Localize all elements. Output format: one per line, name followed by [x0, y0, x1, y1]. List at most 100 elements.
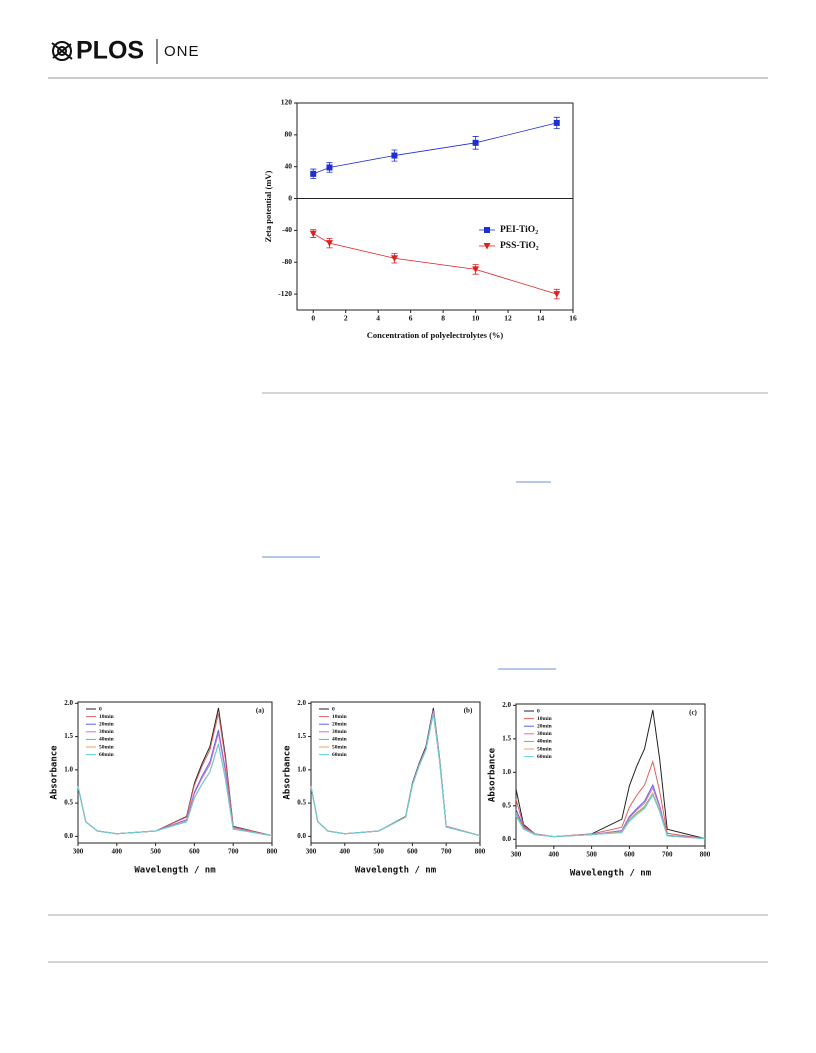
y-tick-label: 40 — [285, 161, 293, 170]
x-tick-label: 300 — [73, 848, 84, 856]
x-tick-label: 300 — [511, 851, 522, 859]
y-axis-label: Absorbance — [488, 747, 498, 802]
legend-label: 40min — [332, 737, 347, 743]
y-tick-label: 0.0 — [297, 832, 306, 840]
plot-frame — [515, 703, 706, 847]
legend-label: PEI-TiO₂ — [500, 225, 538, 235]
x-axis-label: Concentration of polyelectrolytes (%) — [367, 330, 504, 340]
legend-label: 50min — [332, 744, 347, 750]
legend-label: 40min — [99, 737, 114, 743]
legend-label: 0 — [332, 706, 335, 712]
x-tick-label: 16 — [569, 314, 577, 323]
y-tick-label: 0.0 — [64, 832, 73, 840]
x-tick-label: 12 — [504, 314, 512, 323]
x-tick-label: 2 — [344, 314, 348, 323]
x-tick-label: 800 — [475, 848, 486, 856]
series-line — [77, 743, 273, 837]
marker — [325, 240, 333, 247]
y-tick-label: 0 — [288, 193, 292, 202]
legend-label: 10min — [537, 716, 552, 722]
plot-frame — [77, 701, 273, 844]
legend-label: 30min — [537, 731, 552, 737]
marker — [309, 230, 317, 238]
x-tick-label: 300 — [306, 848, 317, 856]
marker — [391, 152, 398, 159]
legend-marker — [484, 227, 490, 233]
x-tick-label: 600 — [189, 848, 200, 856]
y-tick-label: 1.5 — [502, 734, 511, 742]
x-tick-label: 400 — [549, 851, 560, 859]
y-axis-label: Zeta potential (mV) — [263, 170, 273, 242]
x-axis-label: Wavelength / nm — [134, 866, 216, 876]
series-line — [515, 786, 706, 840]
y-tick-label: 0.5 — [64, 799, 73, 807]
panel-label: (b) — [464, 707, 473, 715]
legend-label: 20min — [537, 723, 552, 729]
logo-icon — [51, 41, 73, 61]
y-axis-label: Absorbance — [283, 745, 293, 800]
legend-label: 30min — [332, 729, 347, 735]
y-tick-label: -120 — [278, 289, 292, 298]
legend-label: 60min — [99, 752, 114, 758]
plot-frame — [296, 102, 574, 311]
y-tick-label: 120 — [281, 98, 293, 107]
x-tick-label: 700 — [441, 848, 452, 856]
x-tick-label: 400 — [340, 848, 351, 856]
y-tick-label: 1.0 — [297, 765, 306, 773]
x-axis-label: Wavelength / nm — [355, 866, 437, 876]
legend-label: 0 — [537, 708, 540, 714]
x-tick-label: 600 — [407, 848, 418, 856]
legend-marker — [483, 243, 491, 250]
series-line — [515, 759, 706, 840]
y-tick-label: 2.0 — [502, 701, 511, 709]
marker — [553, 119, 560, 126]
y-tick-label: 1.0 — [64, 765, 73, 773]
x-tick-label: 14 — [537, 314, 545, 323]
marker — [472, 266, 480, 273]
y-tick-label: 2.0 — [64, 699, 73, 707]
x-tick-label: 6 — [409, 314, 413, 323]
x-tick-label: 700 — [228, 848, 239, 856]
y-tick-label: 2.0 — [297, 699, 306, 707]
y-tick-label: 0.0 — [502, 835, 511, 843]
y-tick-label: -80 — [282, 257, 292, 266]
x-tick-label: 0 — [311, 314, 315, 323]
series-line — [515, 793, 706, 840]
x-tick-label: 600 — [624, 851, 635, 859]
y-axis-label: Absorbance — [50, 745, 60, 800]
y-tick-label: 0.5 — [502, 801, 511, 809]
x-tick-label: 800 — [700, 851, 711, 859]
marker — [310, 170, 317, 177]
x-tick-label: 500 — [586, 851, 597, 859]
legend-label: 50min — [99, 744, 114, 750]
marker — [472, 139, 479, 146]
marker — [390, 255, 398, 262]
logo-text: PLOS — [76, 37, 144, 65]
legend-label: PSS-TiO₂ — [500, 241, 539, 251]
x-tick-label: 700 — [662, 851, 673, 859]
marker — [553, 291, 561, 298]
legend-label: 20min — [99, 721, 114, 727]
x-tick-label: 4 — [376, 314, 380, 323]
legend-label: 50min — [537, 746, 552, 752]
x-tick-label: 8 — [441, 314, 445, 323]
series-line — [515, 783, 706, 840]
y-tick-label: 80 — [285, 130, 293, 139]
series-line — [313, 122, 557, 175]
legend-label: 40min — [537, 739, 552, 745]
legend-label: 60min — [332, 752, 347, 758]
legend-label: 0 — [99, 706, 102, 712]
panel-label: (c) — [689, 709, 697, 717]
legend-label: 20min — [332, 721, 347, 727]
legend-label: 10min — [99, 714, 114, 720]
y-tick-label: 1.5 — [297, 732, 306, 740]
plot-frame — [310, 701, 481, 844]
y-tick-label: 0.5 — [297, 799, 306, 807]
legend-label: 10min — [332, 714, 347, 720]
x-tick-label: 400 — [112, 848, 123, 856]
x-tick-label: 800 — [267, 848, 278, 856]
x-tick-label: 10 — [472, 314, 480, 323]
y-tick-label: 1.0 — [502, 768, 511, 776]
x-axis-label: Wavelength / nm — [570, 869, 652, 879]
